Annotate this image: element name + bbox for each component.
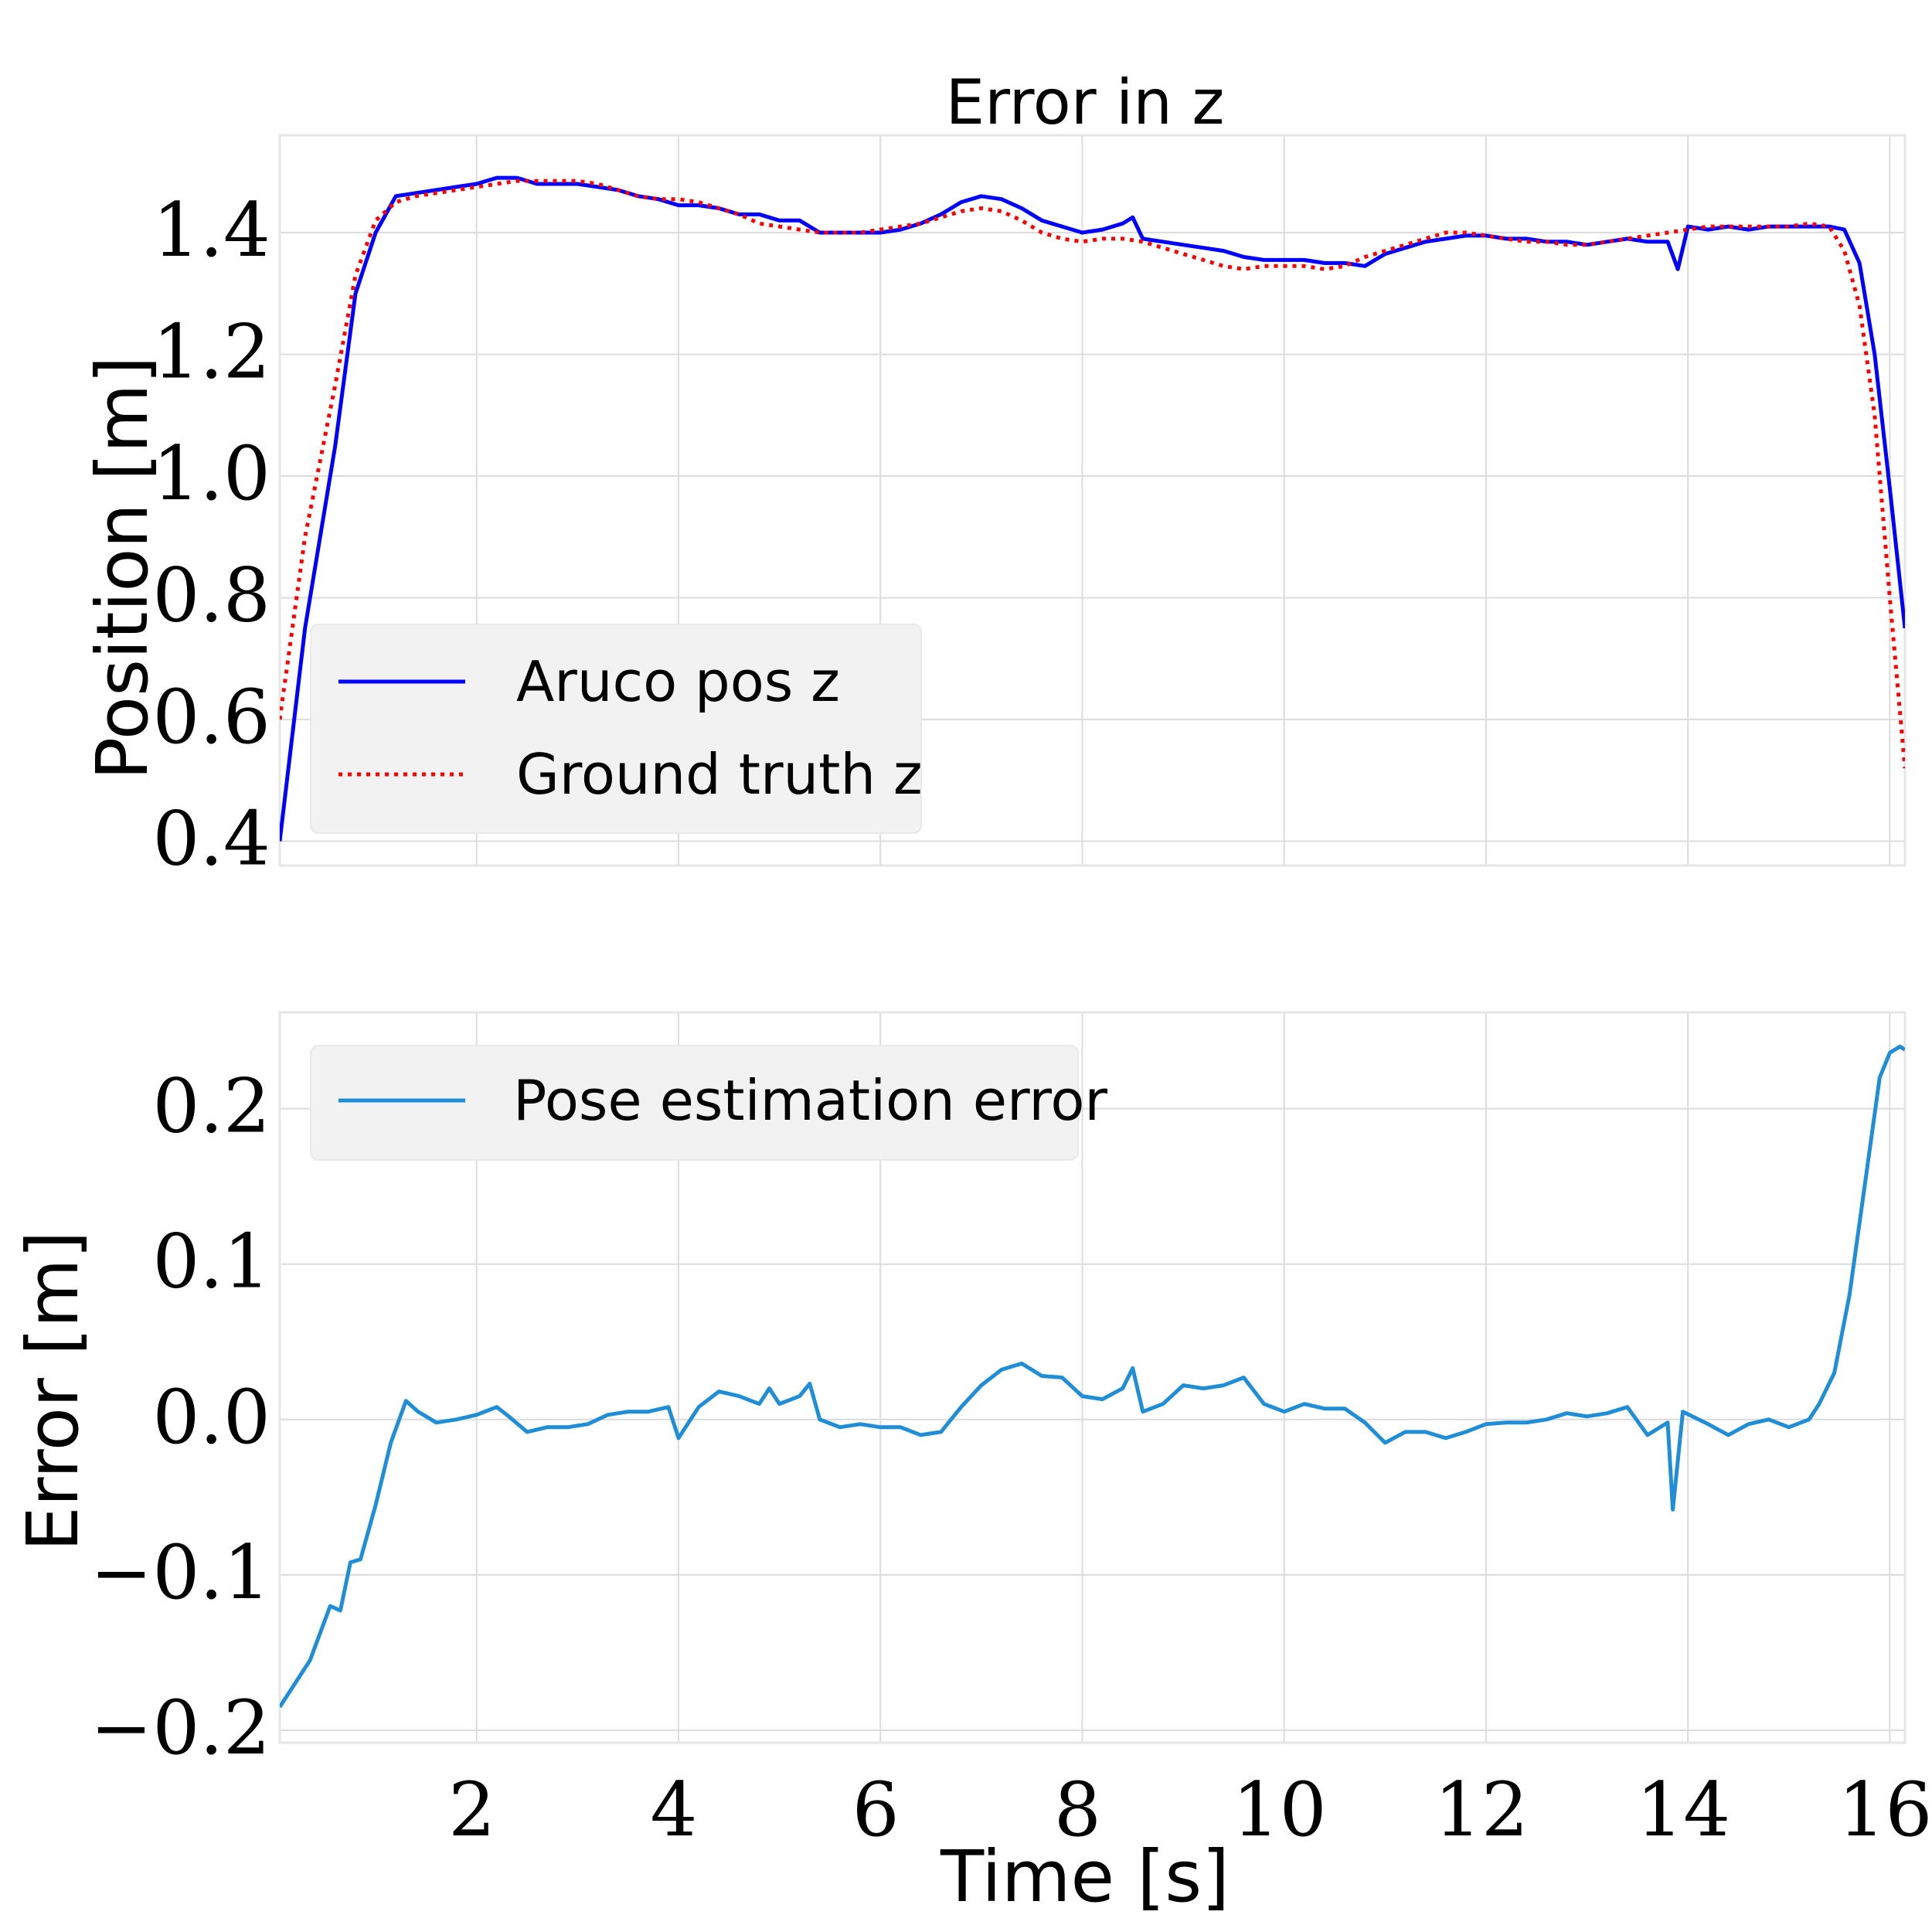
- x-tick-label: 10: [1233, 1767, 1327, 1853]
- error-panel: Error [m] Time [s] −0.2 −0.1 0.0 0.1 0.2 2 4 6 8…: [12, 1011, 1932, 1918]
- series-line: [280, 175, 1905, 842]
- legend-box: [310, 624, 922, 834]
- y-tick-label: 0.6: [152, 674, 270, 760]
- y-tick-label: −0.1: [90, 1529, 270, 1616]
- series-line: [280, 179, 1905, 769]
- legend: Aruco pos z Ground truth z: [310, 624, 923, 834]
- chart-title: Error in z: [946, 66, 1225, 138]
- plot-frame: [278, 134, 1906, 867]
- y-tick-label: 0.2: [152, 1063, 270, 1150]
- legend-box: [310, 1045, 1079, 1161]
- y-tick-label: 1.4: [152, 187, 270, 274]
- y-tick-label: 1.2: [152, 309, 270, 396]
- x-axis-label: Time [s]: [940, 1835, 1230, 1918]
- plot-frame: [278, 1011, 1906, 1744]
- y-tick-label: 0.0: [152, 1374, 270, 1461]
- x-tick-label: 2: [448, 1767, 495, 1853]
- y-tick-label: 0.1: [152, 1219, 270, 1305]
- legend: Pose estimation error: [310, 1045, 1107, 1161]
- legend-label: Ground truth z: [516, 742, 923, 807]
- series-line: [280, 1044, 1905, 1709]
- y-axis-label: Position [m]: [81, 356, 164, 781]
- x-tick-label: 12: [1434, 1767, 1529, 1853]
- y-tick-label: 1.0: [152, 430, 270, 517]
- x-tick-label: 14: [1636, 1767, 1730, 1853]
- y-tick-label: 0.4: [152, 796, 270, 883]
- y-axis-label: Error [m]: [12, 1231, 94, 1552]
- x-tick-label: 16: [1838, 1767, 1932, 1853]
- legend-label: Aruco pos z: [516, 649, 840, 714]
- legend-label: Pose estimation error: [513, 1068, 1107, 1133]
- x-tick-label: 6: [852, 1767, 900, 1853]
- position-panel: Error in z Position [m] 0.4 0.6 0.8 1.0 1.2 1…: [81, 66, 1906, 883]
- x-tick-label: 4: [650, 1767, 697, 1853]
- y-tick-label: −0.2: [90, 1685, 270, 1771]
- x-tick-label: 8: [1054, 1767, 1101, 1853]
- y-tick-label: 0.8: [152, 553, 270, 639]
